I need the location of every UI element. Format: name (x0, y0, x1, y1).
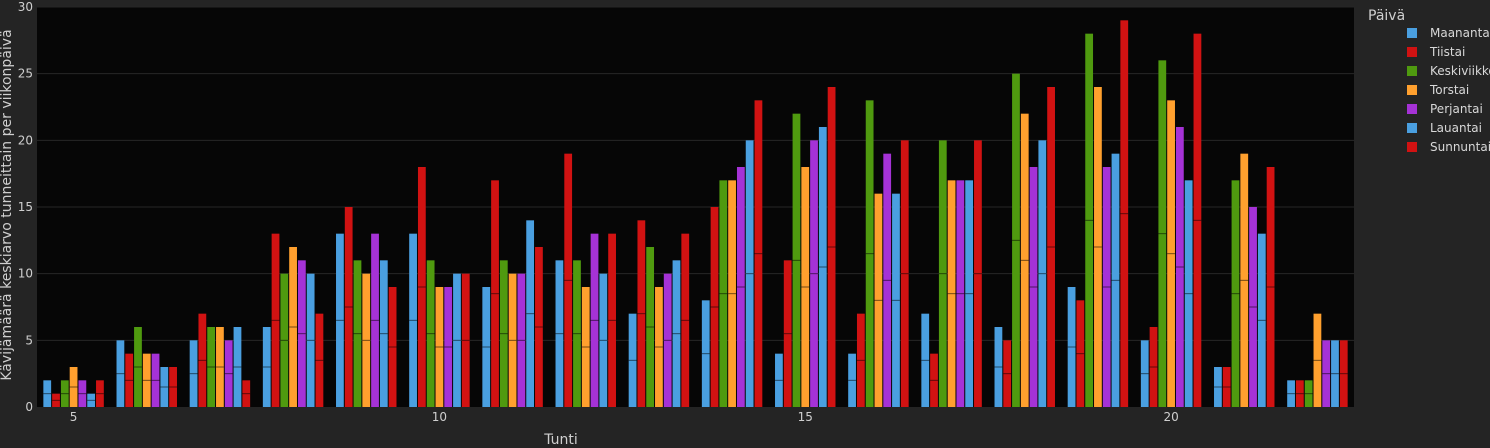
legend-swatch[interactable] (1407, 47, 1417, 57)
y-axis-title: Kävijämäärä keskiarvo tunneittain per vi… (0, 29, 15, 380)
legend-label: Maanantai (1430, 26, 1490, 40)
y-tick-label: 20 (18, 133, 33, 147)
x-tick-label: 5 (70, 410, 78, 424)
legend-label: Keskiviikko (1430, 64, 1490, 78)
legend-label: Sunnuntai (1430, 140, 1490, 154)
legend-swatch[interactable] (1407, 28, 1417, 38)
x-tick-label: 15 (798, 410, 813, 424)
x-axis-title: Tunti (543, 432, 578, 448)
y-tick-label: 15 (18, 200, 33, 214)
legend-label: Perjantai (1430, 102, 1483, 116)
legend-label: Tiistai (1429, 45, 1465, 59)
y-tick-label: 10 (18, 267, 33, 281)
legend-title: Päivä (1368, 8, 1405, 24)
legend-swatch[interactable] (1407, 123, 1417, 133)
y-tick-label: 0 (25, 400, 33, 414)
y-axis-ticks: 0 5 10 15 20 25 30 (18, 0, 33, 414)
y-tick-label: 30 (18, 0, 33, 14)
legend-swatch[interactable] (1407, 104, 1417, 114)
legend-swatch[interactable] (1407, 66, 1417, 76)
legend-label: Torstai (1429, 83, 1469, 97)
legend-swatch[interactable] (1407, 142, 1417, 152)
legend-swatch[interactable] (1407, 85, 1417, 95)
y-tick-label: 25 (18, 67, 33, 81)
x-tick-label: 10 (432, 410, 447, 424)
y-tick-label: 5 (25, 333, 33, 347)
legend: Päivä Maanantai Tiistai Keskiviikko Torstai… (1368, 8, 1490, 154)
x-axis-ticks: 5 10 15 20 (70, 410, 1179, 424)
legend-label: Lauantai (1430, 121, 1482, 135)
bars (43, 20, 1348, 408)
grid (37, 6, 1354, 341)
x-tick-label: 20 (1163, 410, 1178, 424)
